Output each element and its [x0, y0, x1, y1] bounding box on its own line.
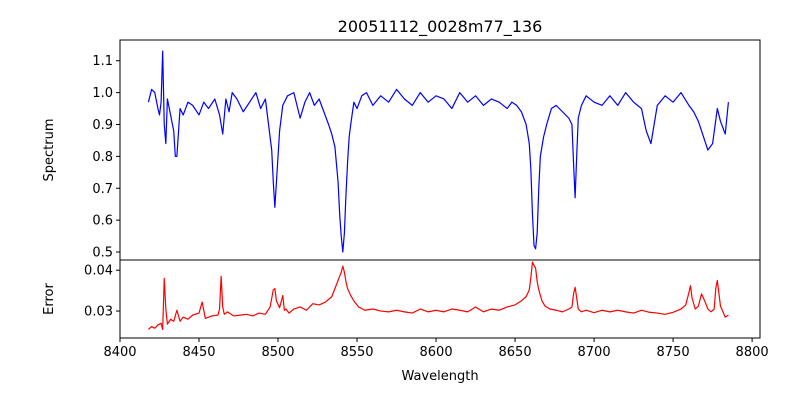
error-xtick-label: 8550: [340, 345, 373, 360]
error-ytick-label: 0.04: [84, 264, 113, 279]
spectrum-ytick-label: 1.0: [92, 86, 113, 101]
error-xtick-label: 8500: [261, 345, 294, 360]
error-ylabel: Error: [42, 283, 57, 315]
error-xlabel: Wavelength: [401, 369, 478, 384]
spectrum-ytick-label: 0.6: [92, 214, 113, 229]
spectrum-series-line: [147, 50, 729, 253]
error-xtick-label: 8400: [103, 345, 136, 360]
spectrum-ytick-label: 0.5: [92, 246, 113, 261]
spectrum-ytick-label: 1.1: [92, 54, 113, 69]
spectrum-ytick-label: 0.8: [92, 150, 113, 165]
error-xtick-label: 8700: [578, 345, 611, 360]
spectrum-ylabel: Spectrum: [42, 119, 57, 182]
error-xtick-label: 8450: [182, 345, 215, 360]
error-panel: 0.03 0.04 8400 8450 8500 8550 8600 8650 8700 8750…: [42, 259, 769, 384]
spectrum-ytick-label: 0.7: [92, 182, 113, 197]
error-series-line: [148, 261, 729, 331]
error-ytick-label: 0.03: [84, 305, 113, 320]
error-xtick-label: 8750: [657, 345, 690, 360]
error-xtick-label: 8600: [420, 345, 453, 360]
spectrum-ytick-label: 0.9: [92, 118, 113, 133]
error-xtick-label: 8800: [736, 345, 769, 360]
error-xtick-label: 8650: [499, 345, 532, 360]
error-axes-frame: [119, 259, 761, 339]
chart-title: 20051112_0028m77_136: [338, 17, 543, 37]
